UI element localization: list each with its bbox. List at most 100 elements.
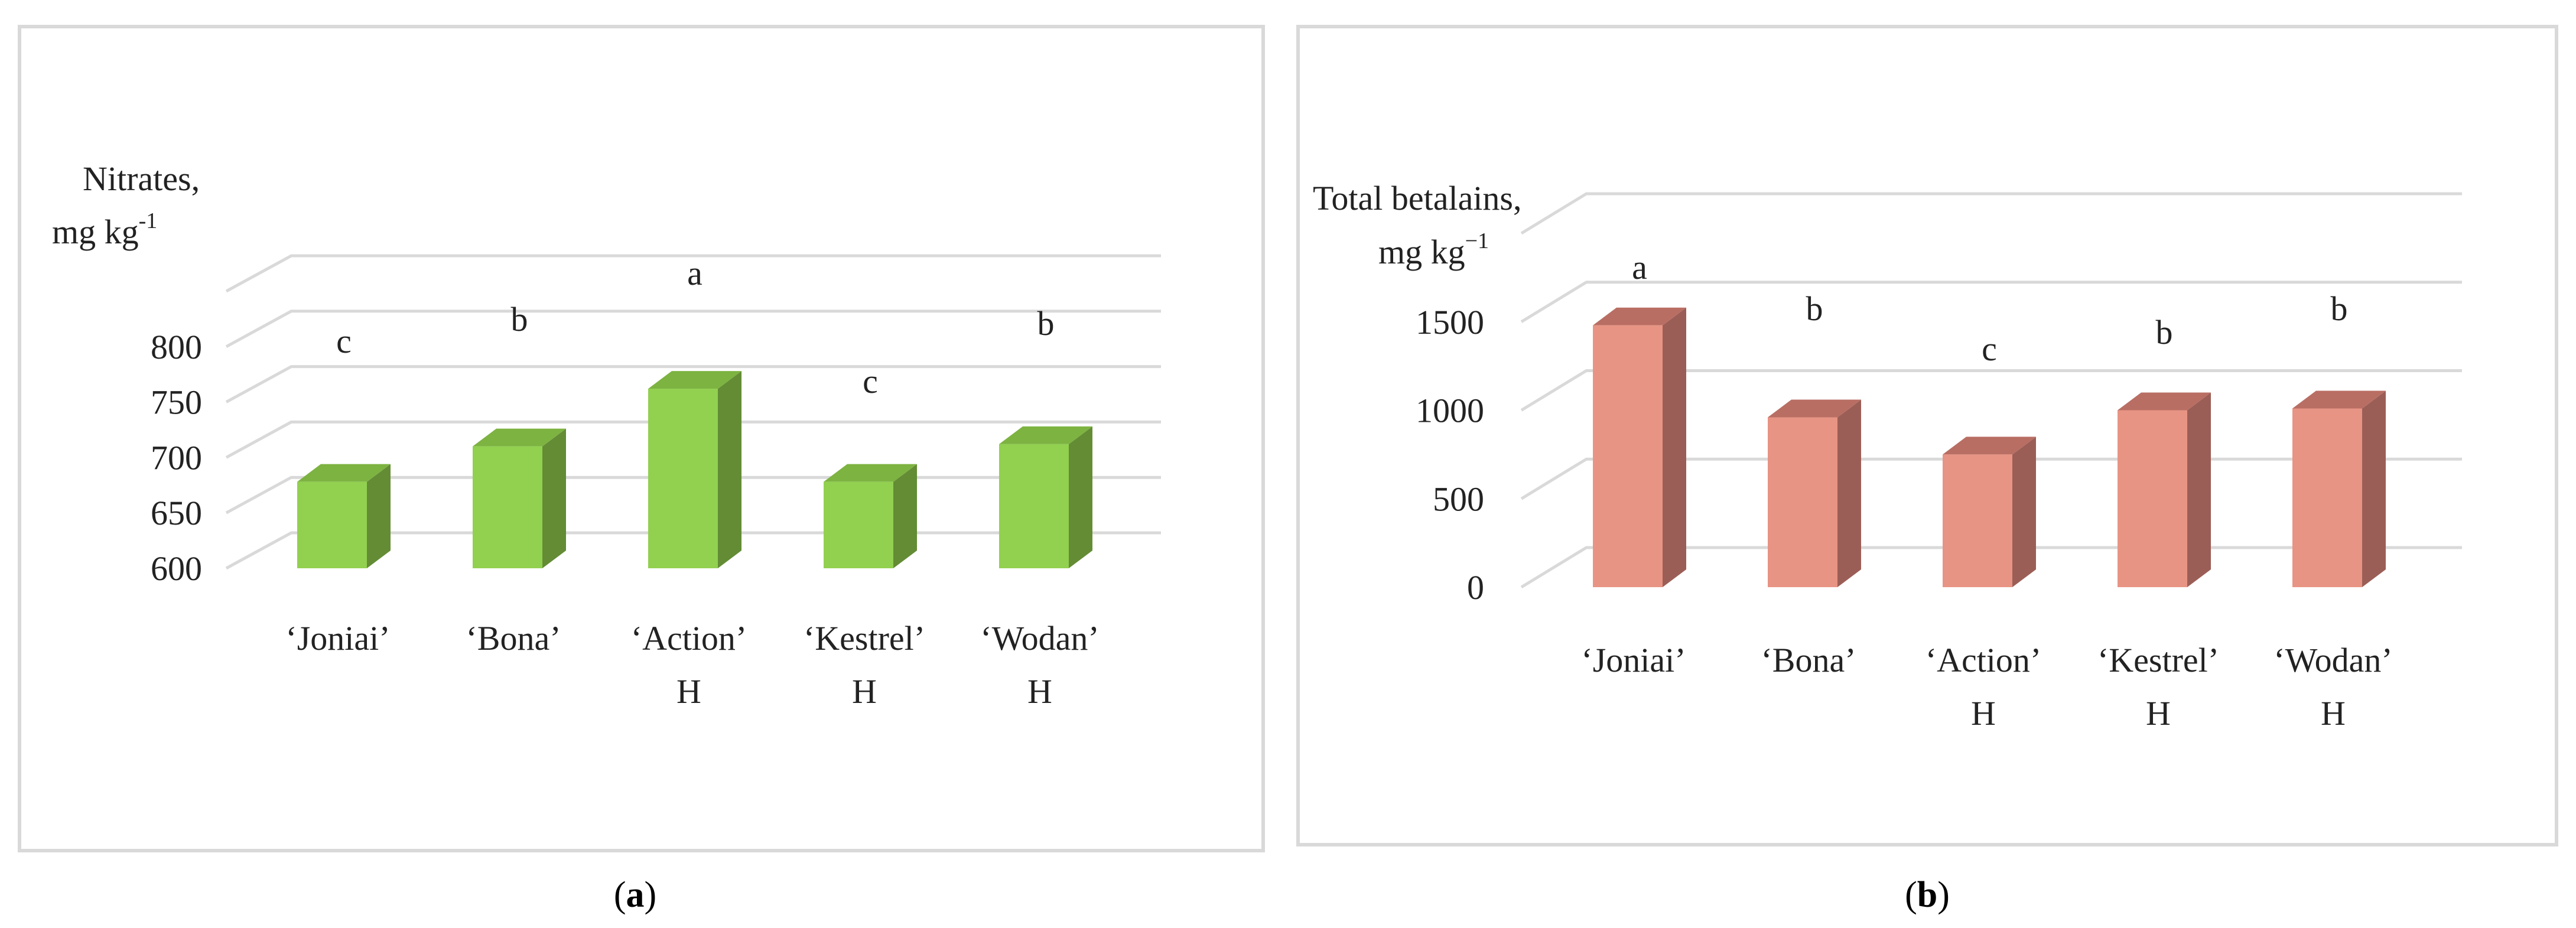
bar-front <box>1768 417 1837 587</box>
bars-a <box>297 371 1092 568</box>
panel-label-b: (b) <box>1905 875 1950 915</box>
category-label: ‘Kestrel’ <box>804 619 925 657</box>
y-axis-label-units-b: mg kg <box>1378 233 1465 271</box>
bar-side <box>1069 426 1092 568</box>
bar <box>473 428 566 568</box>
bar-front <box>473 446 542 568</box>
y-axis-label-superscript-a: -1 <box>139 209 158 233</box>
significance-labels-a: c b a c b <box>336 254 1054 400</box>
gridline <box>1520 369 2462 412</box>
bar <box>999 426 1092 568</box>
panel-label-a: (a) <box>614 875 656 915</box>
y-axis-label-superscript-b: −1 <box>1465 229 1489 253</box>
y-tick-label: 500 <box>1433 480 1484 518</box>
significance-label: a <box>1632 248 1647 286</box>
significance-labels-b: a b c b b <box>1632 248 2347 368</box>
bar-front <box>2292 408 2362 587</box>
bar-side <box>2187 392 2211 587</box>
y-tick-label: 600 <box>151 549 202 588</box>
category-label: H <box>2321 694 2346 732</box>
bar-top <box>824 464 917 482</box>
significance-label: b <box>2156 313 2173 351</box>
category-label: ‘Kestrel’ <box>2097 641 2219 679</box>
bar-side <box>542 428 566 568</box>
y-tick-label: 1500 <box>1416 303 1484 341</box>
category-label: ‘Joniai’ <box>285 619 390 657</box>
bar-front <box>824 481 893 568</box>
bar-top <box>2292 390 2386 409</box>
category-label: H <box>676 672 701 711</box>
significance-label: b <box>1806 289 1823 328</box>
significance-label: c <box>863 362 878 400</box>
category-labels-a: ‘Joniai’ ‘Bona’ ‘Action’ H ‘Kestrel’ H ‘Wodan’… <box>285 619 1099 711</box>
bar-side <box>1663 307 1686 587</box>
y-tick-labels-a: 600 650 700 750 800 <box>151 328 202 588</box>
gridline <box>1520 281 2462 323</box>
significance-label: b <box>2331 289 2348 328</box>
y-axis-label-line1-b: Total betalains, <box>1313 179 1522 217</box>
gridline <box>225 254 1161 293</box>
y-axis-label-line2-b: mg kg−1 <box>1378 229 1489 271</box>
bar-top <box>999 426 1092 444</box>
gridline <box>1520 192 2462 235</box>
bar-top <box>473 428 566 447</box>
significance-label: b <box>1037 304 1055 343</box>
bar-side <box>367 464 391 568</box>
category-label: ‘Bona’ <box>1761 641 1856 679</box>
y-tick-label: 750 <box>151 383 202 422</box>
category-label: ‘Wodan’ <box>2273 641 2392 679</box>
category-labels-b: ‘Joniai’ ‘Bona’ ‘Action’ H ‘Kestrel’ H ‘Wodan’… <box>1581 641 2392 732</box>
bar <box>648 371 741 568</box>
bar-front <box>999 444 1069 568</box>
bar <box>297 464 391 568</box>
significance-label: a <box>687 254 702 292</box>
category-label: ‘Joniai’ <box>1581 641 1686 679</box>
y-tick-label: 650 <box>151 494 202 532</box>
bar-top <box>297 464 391 482</box>
y-axis-label-line2-a: mg kg-1 <box>52 209 157 251</box>
bar-top <box>2118 392 2211 411</box>
y-axis-label-line1-a: Nitrates, <box>83 159 200 198</box>
significance-label: b <box>511 300 528 338</box>
bar-front <box>2118 410 2187 587</box>
gridline <box>225 420 1161 459</box>
bar-side <box>1837 399 1861 587</box>
bar-side <box>893 464 917 568</box>
category-label: ‘Action’ <box>631 619 747 657</box>
significance-label: c <box>336 322 352 360</box>
category-label: H <box>1027 672 1052 711</box>
y-tick-labels-b: 0 500 1000 1500 <box>1416 303 1484 607</box>
category-label: ‘Action’ <box>1926 641 2042 679</box>
chart-panel-a: 600 650 700 750 800 c b a c b ‘Joniai’ ‘Bona’ ‘Act… <box>18 25 1265 852</box>
category-label: H <box>2146 694 2171 732</box>
panel-letter-a: a <box>626 875 645 915</box>
bar <box>2292 390 2386 587</box>
y-tick-label: 0 <box>1467 568 1484 607</box>
bar-top <box>1943 437 2036 455</box>
category-label: ‘Wodan’ <box>980 619 1099 657</box>
bars-b <box>1593 307 2386 587</box>
y-axis-label-units-a: mg kg <box>52 213 139 251</box>
chart-panel-b: 0 500 1000 1500 a b c b b ‘Joniai’ ‘Bona’ ‘Action… <box>1296 25 2558 846</box>
bar-side <box>2012 437 2036 587</box>
bar-side <box>718 371 741 568</box>
y-tick-label: 700 <box>151 438 202 477</box>
bar-front <box>1593 325 1663 587</box>
bar <box>1768 399 1861 587</box>
bar <box>1943 437 2036 587</box>
bar-front <box>648 389 718 568</box>
bar <box>824 464 917 568</box>
bar-front <box>297 481 367 568</box>
bar-top <box>1593 307 1686 325</box>
category-label: H <box>1971 694 1996 732</box>
y-tick-label: 1000 <box>1416 392 1484 430</box>
bar-front <box>1943 454 2012 587</box>
bar-top <box>1768 399 1861 418</box>
significance-label: c <box>1982 330 1997 368</box>
bar-top <box>648 371 741 389</box>
category-label: ‘Bona’ <box>466 619 561 657</box>
bar <box>1593 307 1686 587</box>
y-tick-label: 800 <box>151 328 202 366</box>
panel-letter-b: b <box>1917 875 1937 915</box>
